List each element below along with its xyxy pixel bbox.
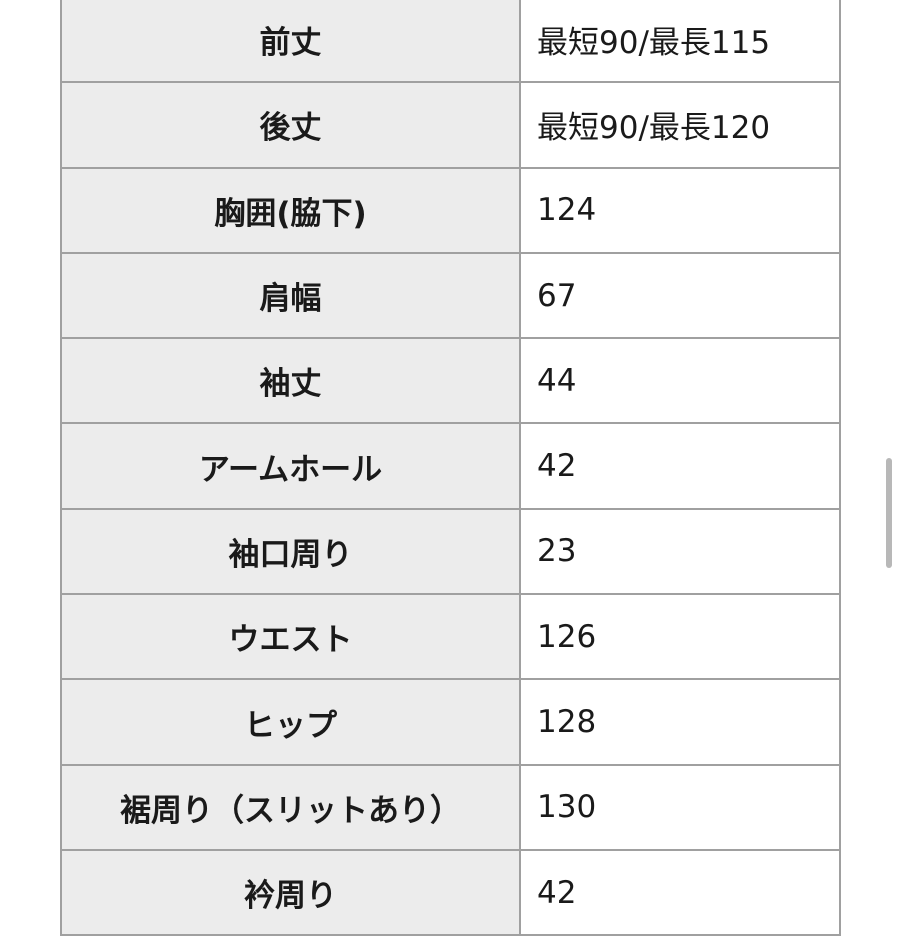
row-label: アームホール: [62, 424, 521, 508]
table-row: 裾周り（スリットあり） 130: [62, 765, 839, 851]
table-row: ヒップ 128: [62, 680, 839, 766]
size-table: 前丈 最短90/最長115 後丈 最短90/最長120 胸囲(脇下) 124 肩幅 67 袖丈 4…: [60, 0, 841, 936]
table-row: 袖丈 44: [62, 339, 839, 425]
row-value: 67: [521, 253, 839, 338]
page: 前丈 最短90/最長115 後丈 最短90/最長120 胸囲(脇下) 124 肩幅 67 袖丈 4…: [60, 0, 892, 936]
row-label: 前丈: [62, 0, 521, 82]
table-row: 前丈 最短90/最長115: [62, 0, 839, 84]
row-label: ヒップ: [62, 680, 521, 764]
row-value: 42: [521, 850, 839, 935]
row-value: 42: [521, 424, 839, 508]
row-label: 後丈: [62, 83, 521, 167]
row-value: 最短90/最長115: [521, 0, 839, 82]
row-label: 袖丈: [62, 339, 521, 423]
row-label: 衿周り: [62, 850, 521, 935]
table-row: ウエスト 126: [62, 595, 839, 681]
row-label: 裾周り（スリットあり）: [62, 765, 521, 849]
row-value: 126: [521, 595, 839, 679]
row-label: 胸囲(脇下): [62, 168, 521, 252]
table-row: 胸囲(脇下) 124: [62, 168, 839, 254]
row-value: 44: [521, 339, 839, 423]
row-label: ウエスト: [62, 595, 521, 679]
table-row: 袖口周り 23: [62, 509, 839, 596]
row-label: 袖口周り: [62, 509, 521, 594]
table-row: 肩幅 67: [62, 253, 839, 340]
row-value: 130: [521, 765, 839, 849]
row-value: 23: [521, 509, 839, 594]
table-row: 衿周り 42: [62, 850, 839, 936]
row-value: 128: [521, 680, 839, 764]
row-value: 124: [521, 168, 839, 252]
table-row: 後丈 最短90/最長120: [62, 83, 839, 169]
row-label: 肩幅: [62, 253, 521, 338]
scrollbar[interactable]: [886, 458, 892, 568]
table-row: アームホール 42: [62, 424, 839, 510]
row-value: 最短90/最長120: [521, 83, 839, 167]
